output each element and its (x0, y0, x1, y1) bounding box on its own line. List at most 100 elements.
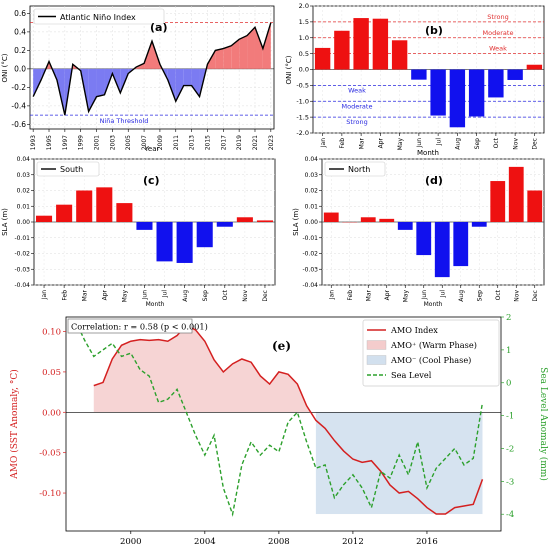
panel-a: Niño ThresholdNiña Threshold 19931995199… (1, 5, 275, 153)
x-tick-label: Mar (358, 137, 365, 149)
y-tick-label: -1.5 (296, 113, 309, 121)
x-tick-label: 2001 (94, 135, 101, 150)
bar (449, 69, 466, 128)
x-tick-label: Jun (142, 290, 149, 301)
legend-e: AMO Index AMO⁺ (Warm Phase) AMO⁻ (Cool Pha… (362, 319, 500, 387)
x-tick-label: May (397, 138, 404, 151)
panel-b-ylabel: ONI (°C) (285, 55, 293, 84)
y-tick-label: 1.5 (299, 18, 309, 26)
x-tick-label: 2000 (120, 537, 142, 547)
x-tick-label: Sep (476, 290, 483, 302)
x-tick-label: 1997 (62, 135, 69, 150)
x-tick-label: Apr (378, 137, 385, 148)
y-tick-label: -0.04 (302, 282, 318, 289)
bar (116, 203, 133, 222)
bar (490, 181, 506, 222)
legend-label: AMO⁺ (Warm Phase) (390, 340, 477, 350)
y2-tick-label: -2 (506, 444, 514, 454)
legend-c-box (36, 161, 100, 177)
x-tick-label: 2017 (220, 135, 227, 150)
sea-level-line (74, 319, 484, 517)
legend-swatch-patch (366, 340, 387, 350)
bar (323, 212, 339, 222)
bar (96, 187, 113, 222)
legend-c-label: South (60, 165, 83, 174)
legend-d-box (324, 161, 386, 177)
x-tick-label: Jan (328, 290, 335, 300)
y-tick-label: 0.00 (305, 219, 319, 226)
legend-a: Atlantic Niño Index (33, 8, 165, 25)
y2-tick-label: -1 (506, 412, 514, 422)
y-tick-label: 0.5 (299, 50, 309, 58)
threshold-label: Strong (487, 13, 508, 21)
y-tick-label: -0.05 (39, 449, 61, 459)
panel-b-xlabel: Month (417, 149, 439, 157)
bar (453, 222, 469, 267)
y2-tick-label: 2 (506, 313, 511, 323)
x-tick-label: Aug (458, 290, 465, 302)
x-tick-label: Aug (182, 290, 189, 302)
y-tick-label: 0.03 (305, 172, 319, 179)
bar (526, 64, 543, 70)
x-tick-label: 2023 (268, 135, 275, 150)
x-tick-label: 2019 (236, 135, 243, 150)
bar (136, 222, 153, 230)
y-tick-label: 0.02 (17, 188, 31, 195)
bar (56, 204, 73, 222)
bar (471, 222, 487, 227)
cool-phase-area (315, 412, 483, 515)
bar (379, 218, 395, 222)
y-tick-label: -0.01 (14, 235, 30, 242)
bar (353, 18, 369, 70)
x-tick-label: Oct (495, 289, 502, 300)
x-tick-label: Apr (101, 289, 108, 300)
negative-area (167, 68, 176, 102)
x-tick-label: Nov (513, 290, 520, 302)
y-tick-label: 0.4 (14, 27, 26, 36)
x-tick-label: May (402, 290, 409, 303)
y-tick-label: -0.02 (14, 251, 30, 258)
x-tick-label: Jul (435, 138, 442, 147)
positive-area (254, 27, 263, 69)
y-tick-label: 0.0 (299, 66, 309, 74)
x-tick-label: Apr (384, 289, 391, 300)
bar (156, 222, 173, 262)
bar (256, 220, 273, 222)
y-tick-label: 0.00 (42, 408, 61, 418)
positive-area (231, 39, 240, 69)
y-tick-label: -1.0 (296, 97, 309, 105)
positive-area (223, 45, 232, 69)
negative-area (33, 68, 42, 97)
bar (430, 69, 446, 116)
legend-d: North (324, 161, 386, 177)
legend-label: Sea Level (391, 370, 432, 380)
legend-swatch-patch (366, 355, 387, 365)
y-tick-label: 0.0 (14, 64, 26, 73)
y-tick-label: -0.04 (14, 282, 30, 289)
x-tick-label: 2011 (173, 135, 180, 150)
legend-d-label: North (348, 165, 370, 174)
y-tick-label: 0.01 (305, 203, 319, 210)
x-tick-label: Mar (365, 289, 372, 301)
x-tick-label: Sep (202, 290, 209, 302)
panel-a-xlabel: Year (144, 145, 160, 153)
legend-e-box (362, 319, 500, 387)
x-tick-label: 1993 (30, 135, 37, 150)
panel-e-label: (e) (272, 339, 291, 353)
positive-area (215, 48, 224, 69)
panel-d-xlabel: Month (424, 301, 443, 308)
panel-a-ylabel: ONI (°C) (1, 53, 9, 82)
bar (468, 69, 485, 117)
negative-area (96, 68, 105, 97)
y-tick-label: 0.04 (305, 156, 319, 163)
threshold-label: Moderate (342, 102, 373, 110)
y-tick-label: -0.03 (14, 266, 30, 273)
bar (236, 217, 253, 222)
bar (360, 217, 376, 222)
negative-area (183, 68, 192, 86)
bar (36, 215, 53, 222)
x-tick-label: Dec (262, 290, 269, 302)
panel-e-frame (65, 316, 502, 532)
annotation-frame (67, 318, 193, 334)
